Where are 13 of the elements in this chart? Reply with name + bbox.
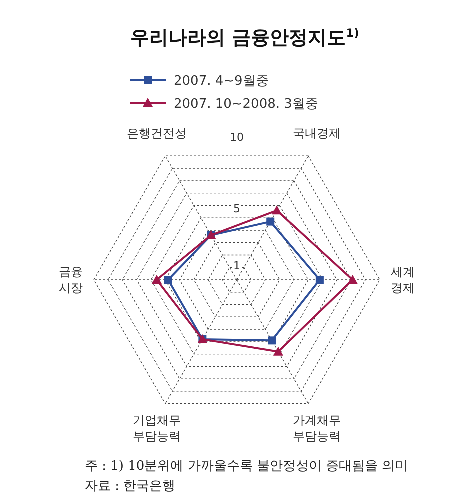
spoke-label: 국내경제 [293,126,342,140]
spoke-label: 가계채무 부담능력 [293,414,342,444]
spoke-label: 금융 시장 [58,265,83,295]
spoke-label: 은행건전성 [126,126,187,140]
text: 주 : 1) 10분위에 가까울수록 불안정성이 증대됨을 의미 [85,459,408,474]
y-tick-label: 10 [230,131,244,144]
spoke-label: 기업채무 부담능력 [132,414,181,444]
legend-label: 2007. 4~9월중 [174,74,269,89]
y-tick-label: 5 [234,202,240,216]
legend-label: 2007. 10~2008. 3월중 [174,97,318,112]
text: 자료 : 한국은행 [85,479,176,494]
chart-title: 우리나라의 금융안정지도$^{1)}$ [130,26,360,49]
spoke-label: 세계 경제 [391,265,416,295]
